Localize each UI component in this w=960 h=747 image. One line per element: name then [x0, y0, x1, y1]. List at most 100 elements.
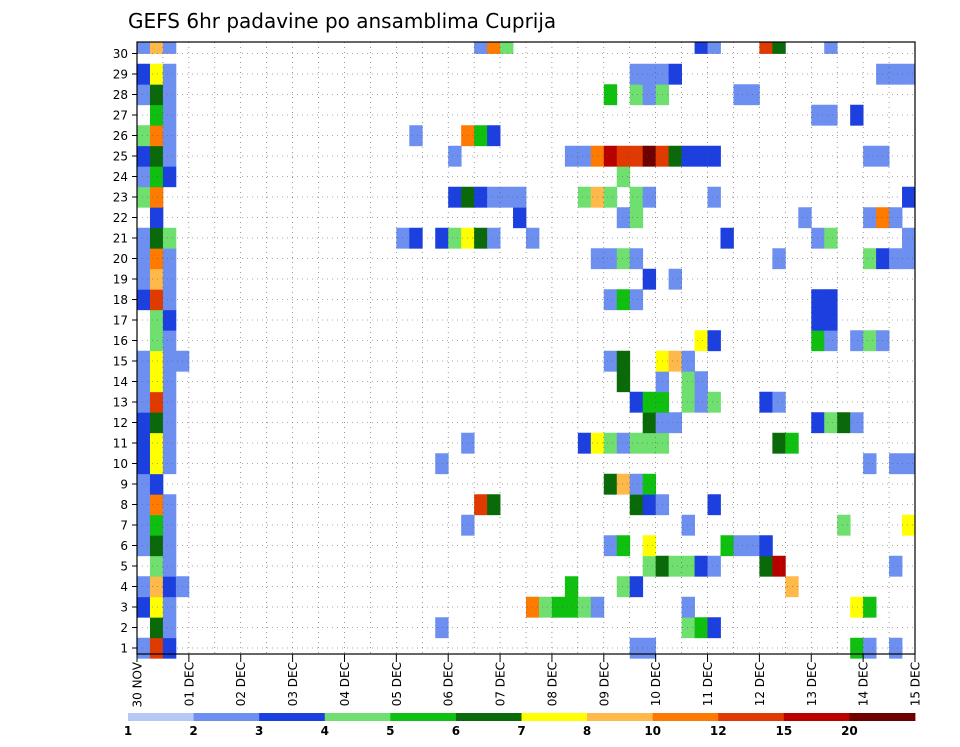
heatmap-cell	[149, 309, 164, 331]
heatmap-cell	[837, 514, 851, 536]
heatmap-cell	[902, 453, 916, 475]
heatmap-cell	[629, 432, 644, 454]
y-tick-label: 1	[120, 642, 128, 656]
heatmap-cell	[863, 248, 877, 270]
heatmap-cell	[603, 350, 618, 372]
heatmap-cell	[772, 391, 786, 413]
heatmap-cell	[863, 596, 877, 618]
legend-label: 1	[124, 724, 132, 738]
heatmap-cell	[616, 207, 631, 229]
heatmap-cell	[137, 227, 151, 249]
heatmap-cell	[435, 453, 449, 475]
heatmap-cell	[162, 166, 177, 188]
heatmap-cell	[863, 330, 877, 352]
y-tick-label: 7	[120, 519, 128, 533]
heatmap-cell	[474, 42, 488, 54]
heatmap-cell	[707, 145, 721, 167]
heatmap-cell	[642, 412, 657, 434]
heatmap-cell	[694, 42, 708, 54]
heatmap-cell	[824, 412, 838, 434]
x-tick-label: 03 DEC	[286, 662, 300, 706]
legend-label: 12	[710, 724, 727, 738]
x-tick-label: 02 DEC	[234, 662, 248, 706]
heatmap-cell	[137, 596, 151, 618]
heatmap-cell	[396, 227, 410, 249]
x-tick-label: 07 DEC	[494, 662, 508, 706]
grid-lines	[136, 42, 916, 654]
legend-swatch	[390, 713, 457, 721]
heatmap-cell	[746, 84, 760, 106]
heatmap-cell	[149, 371, 164, 393]
heatmap-cell	[603, 84, 618, 106]
heatmap-cell	[435, 617, 449, 639]
heatmap-cell	[149, 473, 164, 495]
heatmap-cell	[137, 412, 151, 434]
heatmap-cell	[629, 186, 644, 208]
legend-swatch	[587, 713, 654, 721]
heatmap-cell	[162, 535, 177, 557]
heatmap-cell	[668, 412, 682, 434]
heatmap-cell	[889, 555, 903, 577]
heatmap-cell	[137, 535, 151, 557]
heatmap-cell	[487, 125, 501, 147]
heatmap-cell	[149, 391, 164, 413]
heatmap-cell	[759, 535, 773, 557]
heatmap-cell	[642, 186, 657, 208]
heatmap-cell	[902, 248, 916, 270]
legend-swatch	[521, 713, 588, 721]
heatmap-cell	[850, 104, 864, 126]
heatmap-cell	[603, 473, 618, 495]
heatmap-cell	[577, 596, 592, 618]
heatmap-cell	[162, 330, 177, 352]
heatmap-cell	[149, 330, 164, 352]
y-tick-label: 27	[113, 109, 128, 123]
heatmap-cell	[824, 330, 838, 352]
x-tick-label: 30 NOV	[131, 661, 145, 707]
color-legend: 1 2 3 4 5 6 7 8 10 12 15 20	[124, 713, 916, 738]
heatmap-cell	[707, 617, 721, 639]
heatmap-cell	[538, 596, 553, 618]
heatmap-cell	[772, 432, 786, 454]
heatmap-cell	[137, 637, 151, 659]
heatmap-cell	[487, 494, 501, 516]
legend-swatch	[652, 713, 719, 721]
heatmap-cell	[149, 453, 164, 475]
heatmap-cell	[733, 535, 747, 557]
heatmap-cell	[162, 617, 177, 639]
heatmap-cell	[681, 617, 695, 639]
heatmap-cell	[513, 186, 527, 208]
chart-title: GEFS 6hr padavine po ansamblima Cuprija	[128, 9, 556, 33]
heatmap-cell	[149, 84, 164, 106]
heatmap-cell	[889, 637, 903, 659]
x-tick-label: 13 DEC	[805, 662, 819, 706]
heatmap-cell	[850, 412, 864, 434]
heatmap-cell	[824, 104, 838, 126]
heatmap-cell	[149, 576, 164, 598]
heatmap-cell	[629, 576, 644, 598]
y-tick-label: 3	[120, 601, 128, 615]
x-tick-label: 01 DEC	[182, 662, 196, 706]
heatmap-cell	[707, 42, 721, 54]
x-tick-label: 12 DEC	[753, 662, 767, 706]
heatmap-cell	[629, 289, 644, 311]
y-tick-label: 13	[113, 396, 128, 410]
heatmap-cell	[149, 186, 164, 208]
heatmap-cell	[474, 186, 488, 208]
heatmap-cell	[137, 473, 151, 495]
heatmap-cell	[137, 371, 151, 393]
heatmap-cell	[149, 104, 164, 126]
heatmap-cell	[149, 248, 164, 270]
heatmap-cell	[149, 637, 164, 659]
y-tick-label: 28	[113, 88, 128, 102]
heatmap-cell	[162, 268, 177, 290]
heatmap-cell	[577, 432, 592, 454]
heatmap-cell	[616, 432, 631, 454]
heatmap-cell	[162, 63, 177, 85]
legend-swatch	[783, 713, 850, 721]
legend-swatch	[718, 713, 785, 721]
heatmap-cell	[668, 350, 682, 372]
heatmap-cell	[487, 186, 501, 208]
legend-label: 15	[775, 724, 792, 738]
heatmap-cell	[889, 63, 903, 85]
